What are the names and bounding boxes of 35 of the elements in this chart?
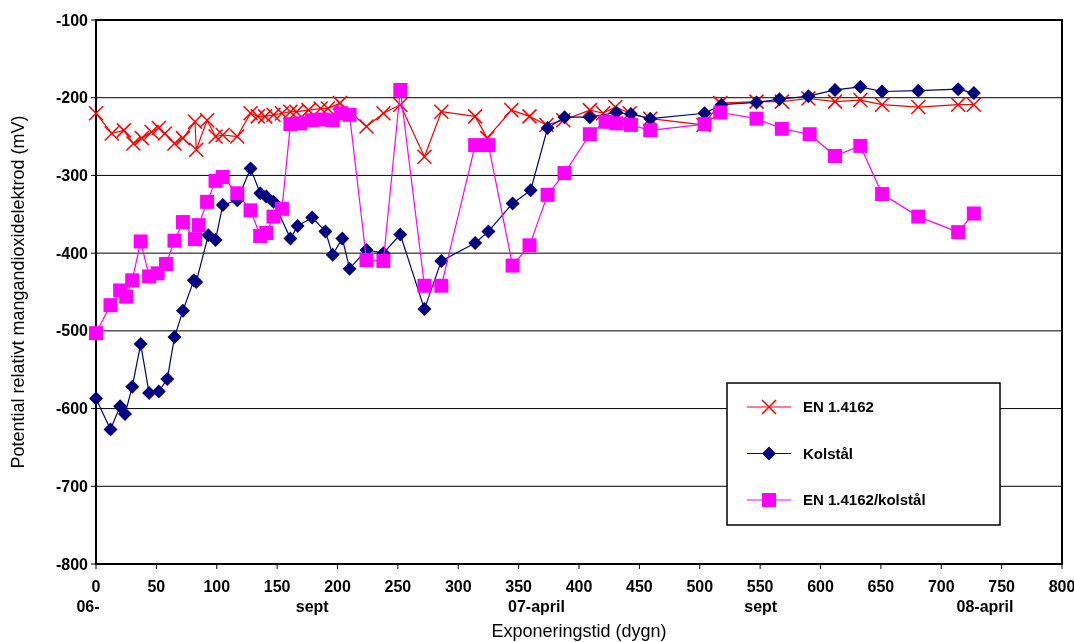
x-tick-label: 0 bbox=[91, 578, 101, 595]
y-axis-title: Potential relativt mangandioxidelektrod (mV) bbox=[8, 115, 28, 469]
y-tick-label: -500 bbox=[55, 322, 89, 340]
y-tick-label: -100 bbox=[55, 11, 89, 29]
x-tick-label: 300 bbox=[444, 578, 472, 595]
x-tick-label: 100 bbox=[203, 578, 231, 595]
x-axis-title: Exponeringstid (dygn) bbox=[491, 621, 667, 641]
y-tick-label: -700 bbox=[55, 477, 89, 495]
y-tick-label: -400 bbox=[55, 244, 89, 262]
text: sept bbox=[744, 598, 778, 615]
x-tick-label: 400 bbox=[565, 578, 593, 595]
x-tick-label: 50 bbox=[147, 578, 166, 595]
x-tick-label: 500 bbox=[686, 578, 714, 595]
text: 07-april bbox=[508, 598, 565, 615]
legend-label: Kolstål bbox=[803, 444, 854, 462]
x-tick-label: 250 bbox=[384, 578, 412, 595]
y-tick-label: -300 bbox=[55, 167, 89, 185]
x-tick-label: 600 bbox=[807, 578, 834, 595]
x-tick-label: 700 bbox=[927, 578, 955, 595]
text: 08-april bbox=[956, 598, 1014, 615]
x-tick-label: 750 bbox=[988, 578, 1016, 595]
text: 06- bbox=[76, 598, 100, 615]
y-tick-label: -600 bbox=[55, 400, 89, 418]
text: sept bbox=[295, 598, 330, 615]
x-tick-label: 200 bbox=[324, 578, 351, 595]
x-tick-label: 350 bbox=[505, 578, 533, 595]
x-tick-label: 450 bbox=[626, 578, 653, 595]
x-tick-label: 150 bbox=[263, 578, 291, 595]
y-tick-label: -200 bbox=[55, 89, 89, 107]
x-tick-label: 650 bbox=[867, 578, 895, 595]
legend-label: EN 1.4162 bbox=[803, 398, 874, 416]
x-tick-label: 550 bbox=[746, 578, 774, 595]
y-tick-label: -800 bbox=[55, 555, 89, 573]
legend-label: EN 1.4162/kolstål bbox=[803, 491, 926, 509]
x-tick-label: 800 bbox=[1048, 578, 1074, 595]
